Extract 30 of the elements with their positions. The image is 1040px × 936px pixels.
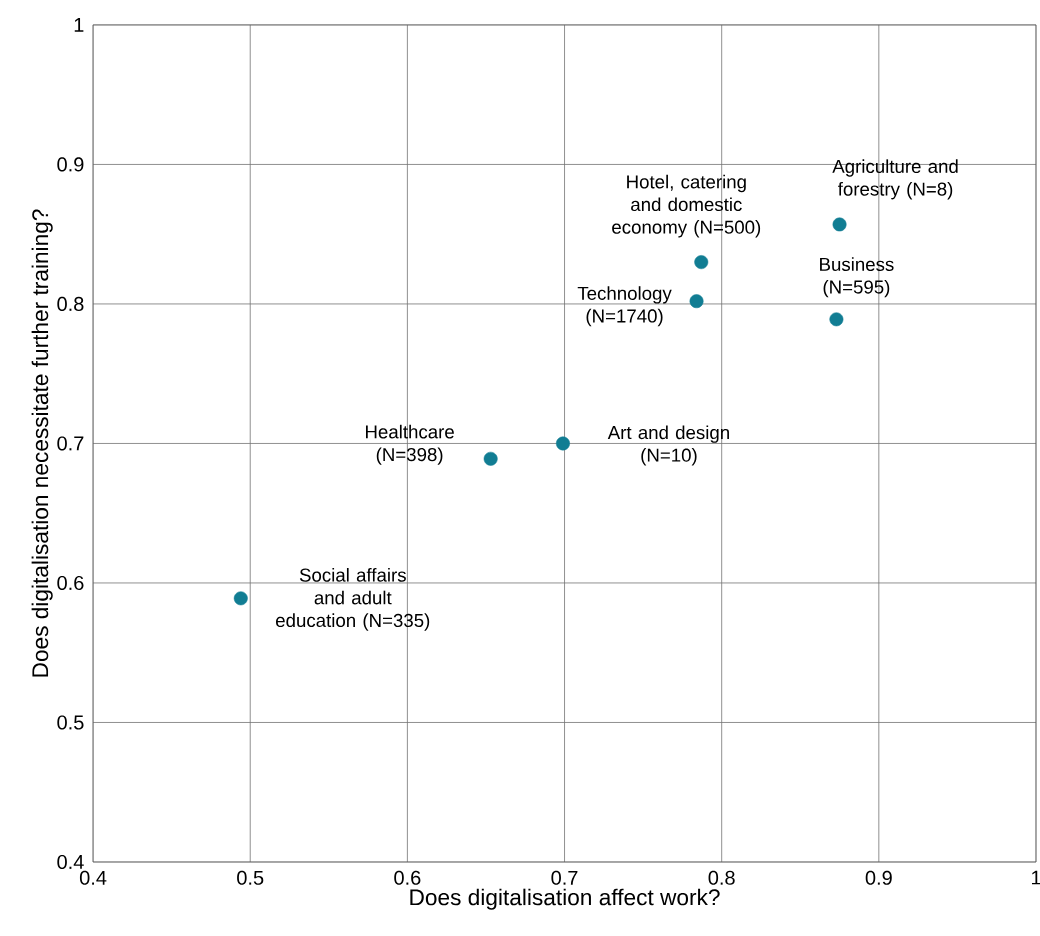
annotation: Art and design (N=10)	[607, 425, 729, 466]
x-tick-label: 0.8	[708, 870, 735, 885]
annotation: Healthcare (N=398)	[366, 424, 454, 465]
point	[483, 451, 498, 466]
point	[556, 436, 570, 451]
y-axis-title: Does digitalisation necessitate further training?	[31, 209, 53, 677]
annotation: Social affairs and adult education (N=335)	[276, 568, 430, 631]
annotation: Hotel, catering and domestic economy (N=500)	[612, 174, 761, 238]
y-tick-label: 0.5	[57, 715, 84, 730]
point	[233, 591, 248, 606]
x-tick-label: 0.6	[394, 870, 421, 885]
x-tick-label: 0.5	[237, 870, 264, 885]
y-tick-label: 0.7	[57, 436, 84, 451]
point	[832, 217, 847, 232]
y-tick-label: 0.6	[57, 575, 84, 591]
x-tick-label: 0.4	[79, 870, 107, 885]
point	[689, 294, 704, 309]
annotation: Agriculture and forestry (N=8)	[832, 159, 958, 200]
y-tick-label: 0.4	[57, 854, 84, 870]
y-tick-label: 0.9	[57, 157, 84, 172]
annotation: Technology (N=1740)	[577, 286, 672, 327]
point	[694, 255, 709, 270]
x-axis-title: Does digitalisation affect work?	[410, 888, 720, 910]
x-tick-label: 0.7	[551, 870, 578, 885]
x-tick-label: 1	[1031, 870, 1040, 885]
x-tick-label: 0.9	[865, 870, 892, 885]
y-tick-label: 0.8	[57, 296, 84, 312]
y-tick-label: 1	[74, 18, 84, 32]
point	[829, 312, 844, 327]
annotation: Business (N=595)	[820, 257, 894, 298]
